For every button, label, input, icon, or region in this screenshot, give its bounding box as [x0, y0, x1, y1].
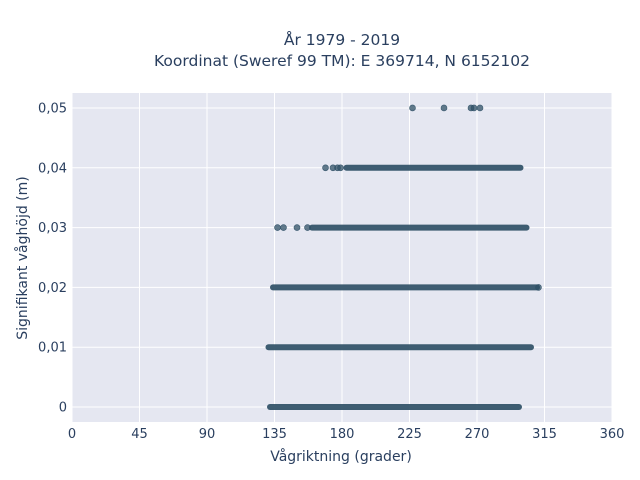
x-tick-label: 270: [465, 427, 490, 442]
data-point: [476, 104, 484, 112]
x-tick-label: 360: [600, 427, 625, 442]
y-tick-label: 0,03: [38, 221, 67, 236]
data-point: [470, 104, 478, 112]
data-bands: [265, 164, 540, 411]
y-tick-label: 0,04: [38, 161, 67, 176]
data-point: [535, 284, 542, 291]
data-band: [265, 344, 534, 351]
x-tick-label: 180: [330, 427, 355, 442]
data-point: [337, 164, 344, 172]
x-tick-label: 225: [397, 427, 422, 442]
x-tick-label: 135: [262, 427, 287, 442]
y-axis-title: Signifikant våghöjd (m): [14, 176, 31, 339]
data-band: [270, 284, 540, 291]
y-tick-label: 0,05: [38, 101, 67, 116]
data-point: [304, 224, 311, 231]
data-point: [440, 104, 448, 112]
y-axis-ticks: 0 0,01 0,02 0,03 0,04 0,05: [38, 101, 67, 415]
x-axis-ticks: 0 45 90 135 180 225 270 315 360: [68, 427, 625, 442]
x-tick-label: 45: [131, 427, 148, 442]
data-band: [343, 164, 524, 171]
x-tick-label: 315: [532, 427, 557, 442]
data-point: [293, 224, 301, 231]
data-point: [280, 224, 287, 231]
x-tick-label: 90: [199, 427, 216, 442]
data-band: [309, 224, 530, 231]
x-tick-label: 0: [68, 427, 76, 442]
data-band: [267, 404, 522, 411]
data-points: [274, 104, 542, 291]
data-point: [409, 104, 416, 112]
y-tick-label: 0,02: [38, 281, 67, 296]
chart-title: År 1979 - 2019: [284, 30, 400, 49]
y-tick-label: 0,01: [38, 341, 67, 356]
x-axis-title: Vågriktning (grader): [270, 448, 412, 465]
data-point: [274, 224, 281, 231]
data-point: [322, 164, 329, 172]
y-tick-label: 0: [59, 401, 67, 416]
chart-subtitle: Koordinat (Sweref 99 TM): E 369714, N 61…: [154, 52, 530, 70]
